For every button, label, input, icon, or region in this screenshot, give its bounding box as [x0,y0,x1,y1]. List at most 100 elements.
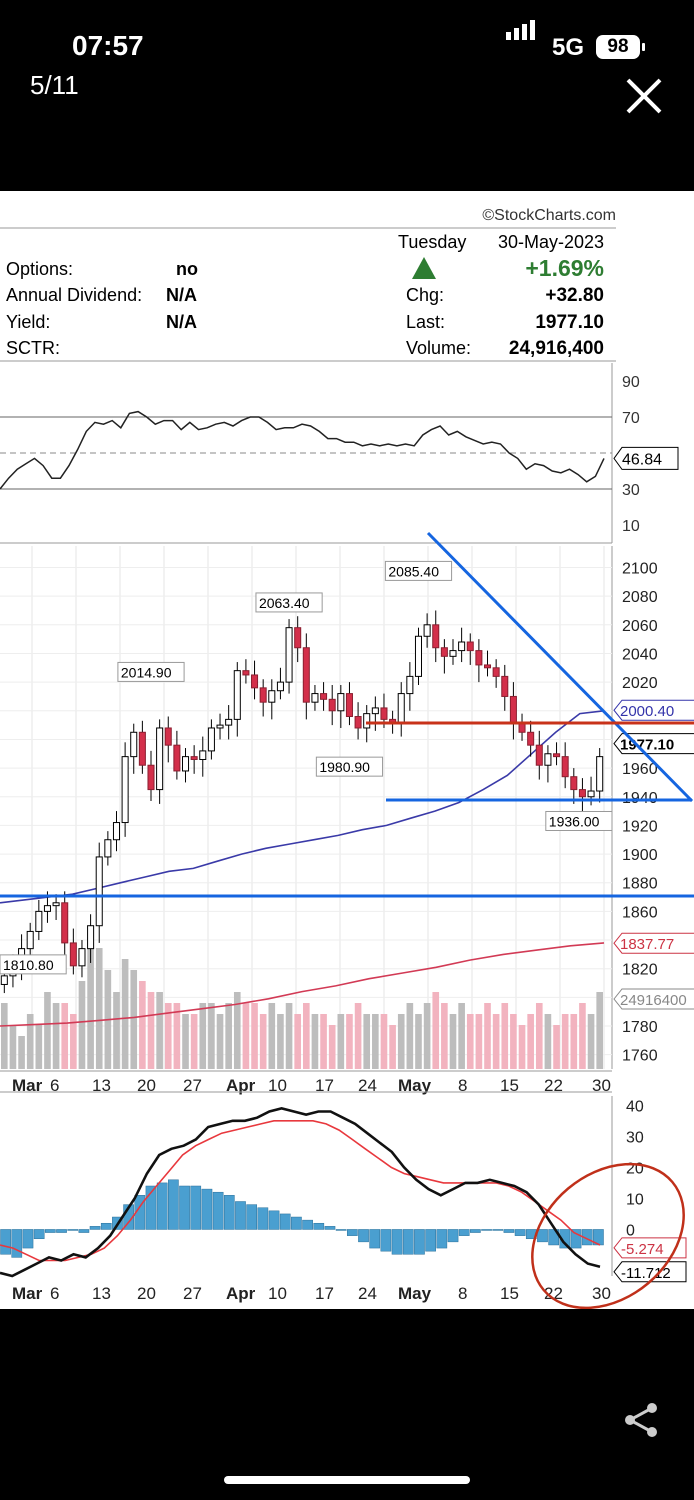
volume-bar [354,1003,362,1069]
candle-body [26,930,34,950]
macd-histogram-bar [11,1229,23,1258]
price-tick-label: 1960 [622,761,658,778]
chg-value: +32.80 [545,285,604,306]
status-bar: 07:57 5/11 5G 98 [0,0,694,190]
options-value: no [176,259,198,279]
close-icon[interactable] [620,72,668,120]
price-annotation: 2085.40 [388,563,439,579]
candle-body [87,925,95,950]
macd-histogram-bar [380,1229,392,1252]
rsi-value-box [613,446,679,470]
candle-body [475,650,483,666]
macd-histogram-bar [201,1188,213,1230]
macd-histogram-bar [56,1229,67,1233]
volume-bar [52,1003,60,1069]
volume-bar [268,1003,276,1069]
candle-body [52,902,60,907]
volume-bar [190,1014,198,1069]
volume-bar [182,1014,189,1069]
macd-histogram-bar [246,1204,258,1230]
price-x-label: 27 [183,1076,202,1095]
macd-histogram-bar [481,1229,492,1231]
candle-body [570,776,578,791]
price-value-box [613,932,694,954]
network-label: 5G [552,34,585,61]
volume-bar [475,1014,483,1069]
candle-body [225,718,233,726]
volume-bar [139,981,146,1069]
volume-bar [35,1025,43,1069]
volume-bar [458,1003,465,1069]
price-tick-label: 1920 [622,818,658,835]
macd-histogram-bar [458,1229,470,1236]
volume-bar [432,992,440,1069]
rsi-panel: 10 30 70 90 46.84 [0,363,679,544]
price-x-label: 22 [544,1076,563,1095]
stock-chart[interactable]: ©StockCharts.com Tuesday 30-May-2023 +1.… [0,191,694,1310]
candle-body [596,756,604,792]
price-annotation-box [384,560,453,581]
price-value-label: 1977.10 [620,737,674,754]
price-annotation-box [0,954,67,975]
macd-line [0,1107,601,1278]
candle-body [302,647,310,703]
share-icon[interactable] [622,1400,662,1440]
volume-bar [380,1014,388,1069]
candle-body [43,905,51,912]
macd-histogram-bar [492,1229,504,1231]
volume-bar [484,1003,491,1069]
macd-histogram-bar [22,1229,34,1249]
candle-body [173,744,181,772]
battery-tip [642,43,645,51]
candle-body [181,756,190,772]
volume-bar [527,1014,534,1069]
price-tick-label: 1860 [622,904,658,921]
candle-body [156,727,164,791]
rsi-tick-label: 30 [622,482,640,499]
candle-body [501,675,509,697]
candle-body [440,647,448,657]
candle-body [328,698,336,712]
candle-body [259,687,267,703]
price-annotation-box [315,756,384,777]
highlight-circle [531,1162,685,1310]
rsi-value-label: 46.84 [622,451,662,468]
candle-body [432,624,440,649]
candle-body [35,910,43,932]
macd-histogram-bar [436,1229,448,1249]
macd-x-label: 15 [500,1284,519,1303]
chart-svg: ©StockCharts.com Tuesday 30-May-2023 +1.… [0,207,694,1310]
macd-x-label: Apr [226,1284,256,1303]
volume-bar [225,1003,232,1069]
price-annotation: 1810.80 [3,957,54,973]
candle-body [561,756,569,778]
macd-histogram-bar [324,1226,336,1230]
candle-body [233,670,241,720]
macd-histogram-bar [179,1185,190,1230]
macd-histogram-bar [425,1229,436,1252]
last-value: 1977.10 [535,312,604,333]
candle-body [380,707,388,720]
price-annotation-box [117,661,185,682]
price-tick-label: 1780 [622,1019,658,1036]
rsi-tick-label: 70 [622,410,640,427]
price-tick-label: 1940 [622,790,658,807]
candle-body [0,975,8,985]
candle-body [78,948,86,967]
macd-histogram-bar [257,1207,269,1230]
price-value-label: 2000.40 [620,703,674,720]
volume-bar [242,1003,250,1069]
macd-histogram-bar [44,1229,56,1233]
candle-body [544,753,552,766]
price-x-label: 20 [137,1076,156,1095]
macd-histogram-bar [302,1219,313,1230]
volume-bar [397,1014,405,1069]
candle-body [147,764,155,791]
last-label: Last: [406,312,445,332]
candle-body [354,716,362,729]
candle-body [578,789,586,798]
macd-tick-label: 40 [626,1098,644,1115]
macd-histogram-bar [447,1229,459,1243]
rsi-tick-label: 10 [622,518,640,535]
